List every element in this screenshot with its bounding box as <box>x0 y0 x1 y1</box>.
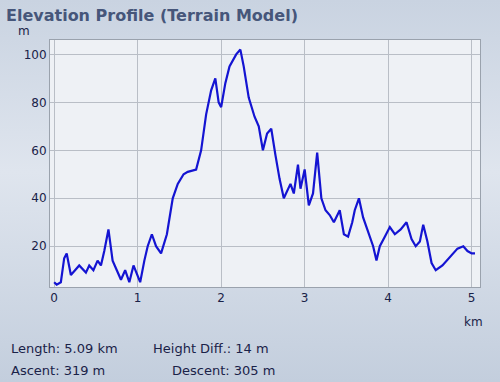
svg-text:Height Diff.: 14 m: Height Diff.: 14 m <box>153 341 269 356</box>
svg-text:5: 5 <box>468 291 476 305</box>
svg-text:80: 80 <box>31 96 46 110</box>
svg-text:Elevation Profile (Terrain Mod: Elevation Profile (Terrain Model) <box>6 6 298 25</box>
svg-text:3: 3 <box>301 291 309 305</box>
svg-text:100: 100 <box>24 48 47 62</box>
svg-text:20: 20 <box>31 239 46 253</box>
svg-text:1: 1 <box>134 291 142 305</box>
svg-text:km: km <box>464 315 483 329</box>
svg-text:Length: 5.09 km: Length: 5.09 km <box>11 341 118 356</box>
svg-text:4: 4 <box>384 291 392 305</box>
svg-text:40: 40 <box>31 191 46 205</box>
svg-text:2: 2 <box>217 291 225 305</box>
svg-text:m: m <box>18 24 30 38</box>
svg-text:60: 60 <box>31 144 46 158</box>
svg-text:Descent: 305 m: Descent: 305 m <box>172 363 275 378</box>
svg-text:0: 0 <box>50 291 58 305</box>
svg-text:Ascent: 319 m: Ascent: 319 m <box>11 363 105 378</box>
